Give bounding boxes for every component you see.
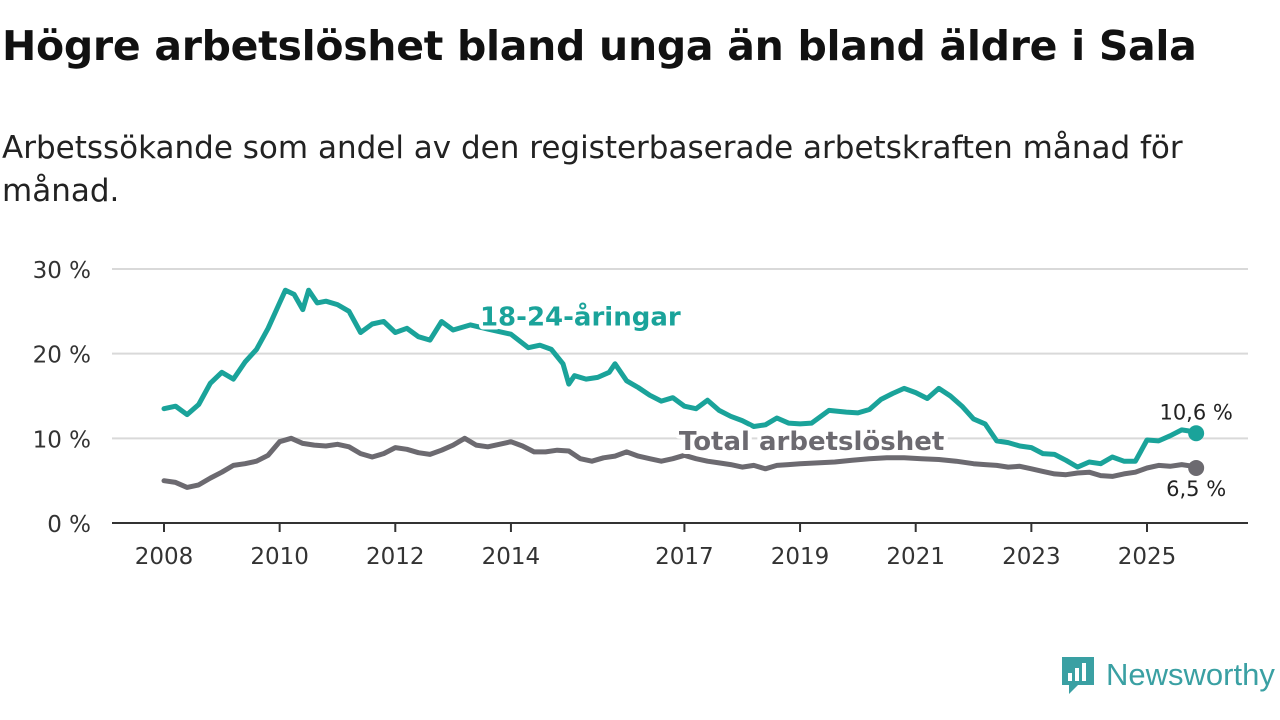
series-inline-label: Total arbetslöshet	[679, 427, 944, 457]
series-layer	[161, 287, 1205, 490]
x-tick-label: 2012	[366, 544, 425, 570]
series-inline-label: 18-24-åringar	[480, 301, 681, 333]
newsworthy-logo-icon	[1062, 657, 1094, 694]
x-tick-label: 2023	[1002, 544, 1061, 570]
x-tick-label: 2017	[655, 544, 714, 570]
y-tick-label: 20 %	[33, 343, 91, 369]
brand-logo[interactable]: Newsworthy	[1060, 654, 1275, 696]
y-axis: 0 % 10 % 20 % 30 %	[33, 258, 91, 538]
x-tick-label: 2021	[886, 544, 945, 570]
x-tick-label: 2025	[1118, 544, 1177, 570]
series-end-point	[1188, 459, 1205, 476]
x-axis: 2008 2010 2012 2014 2017 2019 2021 2023 2025	[112, 522, 1248, 570]
x-tick-label: 2014	[482, 544, 541, 570]
end-label: 6,5 %	[1166, 477, 1226, 501]
x-tick-label: 2019	[771, 544, 830, 570]
x-tick-label: 2008	[135, 544, 194, 570]
chart-subtitle: Arbetssökande som andel av den registerb…	[2, 130, 1183, 209]
gridlines	[112, 268, 1248, 440]
series-line	[161, 435, 1199, 490]
series-line	[161, 287, 1199, 470]
y-tick-label: 30 %	[33, 258, 91, 284]
brand-name: Newsworthy	[1106, 657, 1275, 692]
y-tick-label: 0 %	[47, 512, 91, 538]
end-label: 10,6 %	[1159, 400, 1232, 424]
x-tick-label: 2010	[250, 544, 309, 570]
series-labels: 10,6 % 6,5 % 18-24-åringar Total arbetslösh…	[476, 297, 1233, 501]
series-end-point	[1188, 425, 1205, 442]
y-tick-label: 10 %	[33, 427, 91, 453]
chart-title: Högre arbetslöshet bland unga än bland ä…	[2, 22, 1197, 70]
